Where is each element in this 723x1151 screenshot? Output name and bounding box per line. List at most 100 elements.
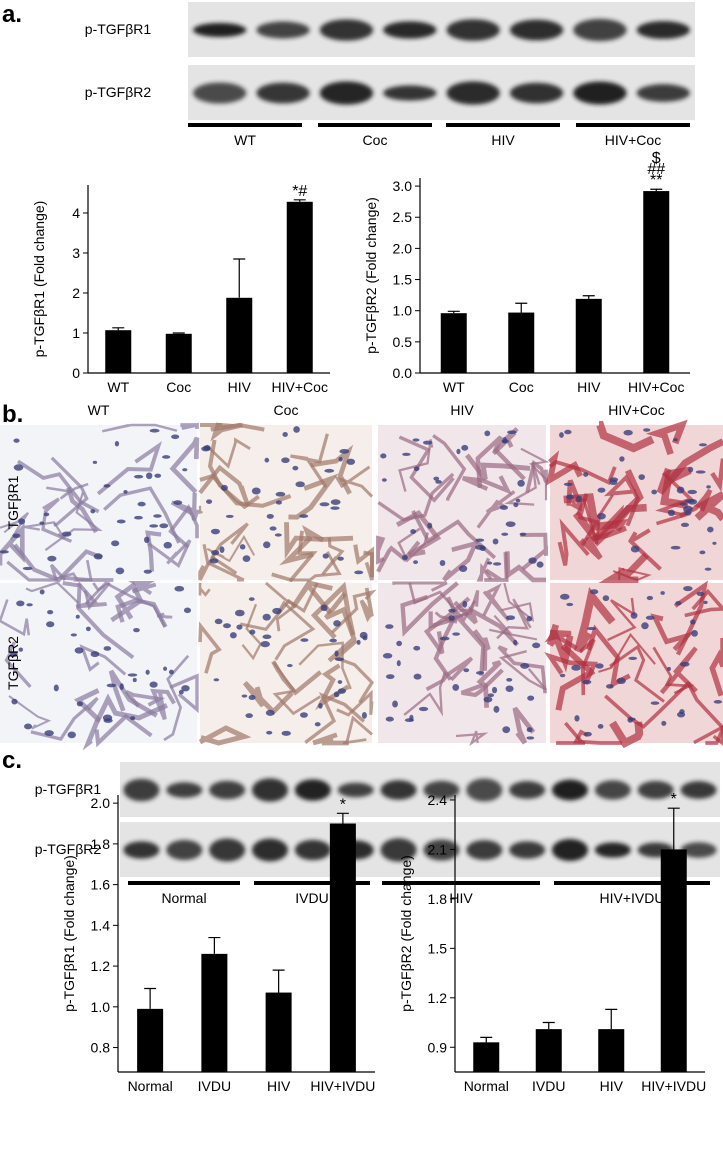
nucleus [145,669,150,675]
tissue-strand [376,535,386,565]
tissue-strand [66,486,99,534]
nucleus [638,474,645,480]
nucleus [532,642,541,649]
nucleus [515,498,521,503]
group-underline [554,881,710,885]
nucleus [281,457,290,464]
nucleus [295,481,305,488]
tissue-strand [476,660,502,708]
x-tick-label: Coc [166,379,191,395]
bar [473,1042,500,1072]
nucleus [413,673,422,680]
tissue-strand [321,537,345,576]
nucleus [159,523,169,529]
nucleus [513,639,518,646]
tissue-strand [392,581,448,592]
nucleus [517,479,525,487]
nucleus [26,603,33,607]
nucleus [334,657,344,661]
nucleus [703,600,708,605]
nucleus [628,656,638,661]
nucleus [0,550,9,554]
nucleus [641,622,649,630]
blot-band [509,781,546,799]
nucleus [571,664,581,671]
y-axis-label: p-TGFβR1 (Fold change) [31,201,47,358]
tissue-strand [628,528,662,571]
blot-band [509,82,564,104]
nucleus [319,502,330,507]
bar [201,953,228,1072]
nucleus [149,681,158,688]
nucleus [18,518,26,525]
error-bar [208,936,221,954]
tissue-strand [579,638,596,696]
tissue-strand [609,720,644,749]
nucleus [264,457,270,463]
x-tick-label: WT [443,379,465,395]
nucleus [329,638,337,643]
tissue-strand [579,525,627,561]
error-bar [650,188,663,192]
nucleus [322,553,329,559]
tissue-strand [336,689,374,717]
tissue-strand [484,552,509,582]
tissue-strand [290,433,329,489]
tissue-strand [333,465,374,498]
tissue-strand [8,695,52,730]
blot-band [294,839,331,861]
nucleus [10,651,18,658]
group-underline [254,881,370,885]
error-bar [605,1008,618,1030]
nucleus [688,466,694,473]
nucleus [359,631,368,639]
nucleus [413,466,420,472]
tissue-strand [709,637,723,697]
blot-band [123,841,160,859]
tissue-strand [101,423,178,433]
nucleus [339,449,350,454]
nucleus [452,632,461,636]
tissue-strand [96,441,162,496]
nucleus [410,529,417,534]
nucleus [413,645,421,651]
nucleus [492,562,502,566]
nucleus [401,554,408,561]
column-label: HIV [450,402,474,418]
y-tick-label: 2.5 [393,209,413,225]
nucleus [361,711,367,719]
nucleus [103,484,111,488]
nucleus [245,713,253,719]
blot-row-label: p-TGFβR1 [85,21,152,37]
nucleus [699,550,706,555]
tissue-strand [400,581,459,637]
nucleus [412,438,420,442]
x-tick-label: Normal [128,1078,173,1094]
tissue-strand [544,629,578,651]
blot-band [509,841,546,859]
nucleus [171,434,180,440]
panel-label: c. [2,747,22,774]
tissue-strand [525,459,548,493]
nucleus [346,458,356,465]
x-tick-label: HIV [228,379,252,395]
error-bar [293,199,306,202]
nucleus [234,609,245,617]
y-tick-label: 1.0 [91,999,111,1015]
nucleus [293,426,300,433]
nucleus [418,706,429,712]
nucleus [356,639,361,645]
nucleus [673,438,678,442]
nucleus [114,441,120,447]
nucleus [292,465,299,471]
blot-row-label: p-TGFβR2 [35,841,102,857]
nucleus [181,685,190,692]
nucleus [564,429,572,435]
nucleus [18,647,24,652]
y-tick-label: 0.8 [91,1040,111,1056]
nucleus [605,684,614,689]
blot-band [636,21,690,39]
nucleus [265,709,275,716]
nucleus [506,677,513,682]
annotation: $ [652,150,661,167]
